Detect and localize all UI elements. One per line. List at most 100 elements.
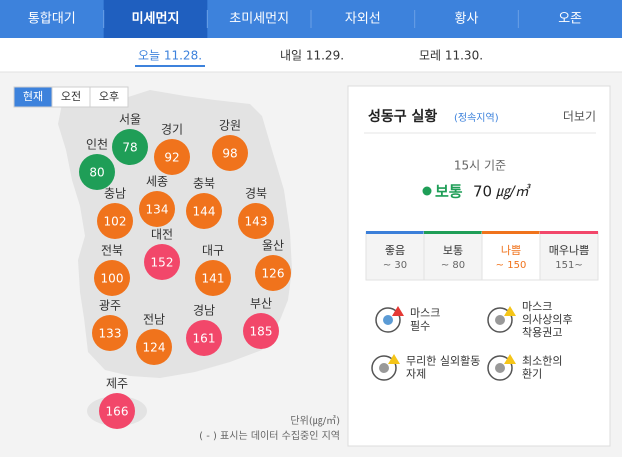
region-name: 대전 — [151, 228, 173, 242]
grade-name: 매우나쁨 — [549, 244, 589, 257]
region-name: 대구 — [202, 244, 224, 258]
tip-text: 필수 — [410, 320, 430, 333]
region-name: 세종 — [146, 175, 168, 189]
tab[interactable]: 초미세먼지 — [229, 12, 289, 27]
region-value: 134 — [146, 203, 169, 217]
region-circle — [99, 393, 135, 429]
region-name: 경북 — [245, 187, 267, 201]
region-value: 185 — [250, 325, 273, 339]
date-tab[interactable]: 내일 11.29. — [280, 49, 344, 63]
region-name: 경기 — [161, 123, 183, 137]
region-value: 143 — [245, 215, 268, 229]
region-circle — [195, 260, 231, 296]
tip-icon-accent — [495, 315, 505, 325]
tab[interactable]: 황사 — [455, 12, 479, 27]
region-value: 98 — [222, 147, 237, 161]
region-circle — [238, 203, 274, 239]
region-name: 울산 — [262, 239, 284, 253]
region-value: 152 — [151, 256, 174, 270]
region-circle — [186, 193, 222, 229]
status: 보통 — [435, 183, 463, 201]
region-value: 126 — [262, 267, 285, 281]
region-name: 강원 — [219, 119, 241, 133]
status-unit: ㎍/㎥ — [496, 183, 532, 200]
tip-text: 마스크 — [522, 300, 552, 313]
region-circle — [144, 244, 180, 280]
region-value: 102 — [104, 215, 127, 229]
region-value: 92 — [164, 151, 179, 165]
time-toggle-bg[interactable] — [89, 86, 129, 108]
region-circle — [243, 313, 279, 349]
region-circle — [136, 329, 172, 365]
tip-icon-accent — [495, 363, 505, 373]
region-circle — [154, 139, 190, 175]
status-dot — [422, 186, 432, 196]
region-circle — [186, 320, 222, 356]
region-name: 서울 — [119, 113, 141, 127]
panel-subtitle: (정속지역) — [454, 112, 499, 124]
region-value: 80 — [89, 166, 104, 180]
tip-icon-warn — [504, 354, 516, 364]
region-value: 78 — [122, 141, 137, 155]
region-name: 전북 — [101, 244, 123, 258]
tip-text: 착용권고 — [522, 326, 562, 339]
region-value: 161 — [193, 332, 216, 346]
region-circle — [94, 260, 130, 296]
tip-text: 무리한 실외활동 — [406, 354, 480, 368]
region-circle — [139, 191, 175, 227]
time-toggle[interactable]: 현재 — [23, 90, 43, 103]
region-value: 144 — [193, 205, 216, 219]
tab[interactable]: 미세먼지 — [132, 11, 180, 27]
panel-title: 성동구 실황 — [368, 108, 437, 125]
region-value: 124 — [143, 341, 166, 355]
time-toggle[interactable]: 오전 — [61, 90, 81, 103]
tip-icon-warn — [388, 354, 400, 364]
status-value: 70 — [473, 183, 492, 201]
grade-range: ~ 150 — [496, 260, 527, 271]
tip-text: 마스크 — [410, 307, 440, 320]
grade-cell — [365, 231, 425, 281]
more-link[interactable]: 더보기 — [563, 110, 596, 124]
grade-bar — [540, 231, 598, 234]
grade-range: ~ 30 — [383, 260, 407, 271]
tip-text: 의사상의후 — [522, 313, 573, 326]
tab[interactable]: 오존 — [558, 12, 582, 27]
grade-bar — [424, 231, 482, 234]
region-name: 광주 — [99, 299, 121, 313]
region-value: 166 — [106, 405, 129, 419]
unit-note: 단위(㎍/㎥) — [290, 414, 340, 427]
grade-name: 보통 — [443, 244, 463, 257]
region-value: 141 — [202, 272, 225, 286]
tab[interactable]: 자외선 — [345, 12, 381, 27]
region-circle — [212, 135, 248, 171]
region-circle — [79, 154, 115, 190]
grade-name: 좋음 — [385, 244, 405, 257]
tip-text: 환기 — [522, 368, 542, 381]
tip-text: 최소한의 — [522, 355, 562, 368]
tip-icon-warn — [504, 306, 516, 316]
region-value: 133 — [99, 327, 122, 341]
grade-cell — [539, 231, 599, 281]
tip-icon-accent — [383, 315, 393, 325]
grade-range: ~ 80 — [441, 260, 465, 271]
region-circle — [255, 255, 291, 291]
time-toggle[interactable]: 오후 — [99, 90, 119, 103]
region-name: 충남 — [104, 187, 126, 201]
grade-bar — [366, 231, 424, 234]
region-circle — [92, 315, 128, 351]
region-name: 인천 — [86, 137, 108, 152]
grade-name: 나쁨 — [501, 244, 521, 257]
measure-time: 15시 기준 — [454, 159, 506, 173]
tip-text: 자제 — [406, 368, 426, 381]
date-tab[interactable]: 모레 11.30. — [419, 49, 483, 63]
date-tab[interactable]: 오늘 11.28. — [138, 49, 202, 63]
region-value: 100 — [101, 272, 124, 286]
region-name: 경남 — [193, 304, 215, 318]
grade-range: 151~ — [555, 260, 582, 271]
tab[interactable]: 통합대기 — [28, 12, 76, 27]
tab-active-bg — [103, 0, 208, 38]
region-name: 부산 — [250, 297, 272, 311]
